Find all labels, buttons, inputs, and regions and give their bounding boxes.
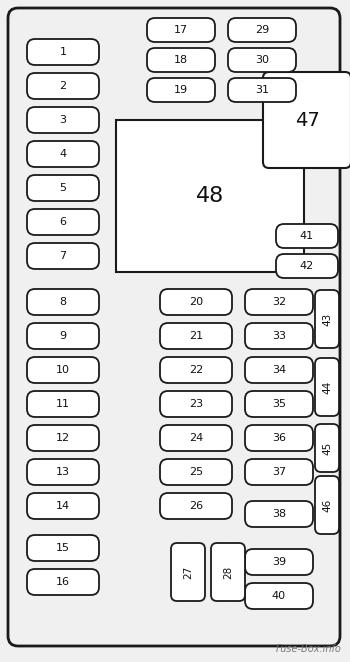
FancyBboxPatch shape [245, 459, 313, 485]
FancyBboxPatch shape [160, 425, 232, 451]
FancyBboxPatch shape [27, 243, 99, 269]
FancyBboxPatch shape [171, 543, 205, 601]
Text: 20: 20 [189, 297, 203, 307]
FancyBboxPatch shape [27, 569, 99, 595]
Text: 44: 44 [322, 381, 332, 394]
Text: 24: 24 [189, 433, 203, 443]
Text: 47: 47 [295, 111, 319, 130]
Text: Fuse-Box.info: Fuse-Box.info [276, 644, 342, 654]
FancyBboxPatch shape [315, 424, 339, 472]
Text: 30: 30 [255, 55, 269, 65]
FancyBboxPatch shape [27, 459, 99, 485]
Text: 36: 36 [272, 433, 286, 443]
Text: 4: 4 [60, 149, 66, 159]
Text: 34: 34 [272, 365, 286, 375]
FancyBboxPatch shape [245, 391, 313, 417]
Text: 14: 14 [56, 501, 70, 511]
FancyBboxPatch shape [27, 107, 99, 133]
Text: 41: 41 [300, 231, 314, 241]
Text: 37: 37 [272, 467, 286, 477]
Text: 13: 13 [56, 467, 70, 477]
FancyBboxPatch shape [245, 583, 313, 609]
FancyBboxPatch shape [160, 357, 232, 383]
FancyBboxPatch shape [211, 543, 245, 601]
Text: 19: 19 [174, 85, 188, 95]
FancyBboxPatch shape [27, 535, 99, 561]
FancyBboxPatch shape [276, 224, 338, 248]
Bar [116, 120, 304, 272]
FancyBboxPatch shape [160, 493, 232, 519]
FancyBboxPatch shape [8, 8, 340, 646]
Text: 35: 35 [272, 399, 286, 409]
FancyBboxPatch shape [315, 358, 339, 416]
FancyBboxPatch shape [245, 501, 313, 527]
Text: 45: 45 [322, 442, 332, 455]
Text: 46: 46 [322, 498, 332, 512]
FancyBboxPatch shape [263, 72, 350, 168]
Text: 10: 10 [56, 365, 70, 375]
FancyBboxPatch shape [27, 141, 99, 167]
Text: 23: 23 [189, 399, 203, 409]
FancyBboxPatch shape [160, 459, 232, 485]
Text: 32: 32 [272, 297, 286, 307]
FancyBboxPatch shape [27, 323, 99, 349]
Text: 43: 43 [322, 312, 332, 326]
Text: 29: 29 [255, 25, 269, 35]
Text: 27: 27 [183, 565, 193, 579]
Text: 21: 21 [189, 331, 203, 341]
FancyBboxPatch shape [27, 73, 99, 99]
FancyBboxPatch shape [245, 289, 313, 315]
Text: 8: 8 [60, 297, 66, 307]
Text: 31: 31 [255, 85, 269, 95]
FancyBboxPatch shape [27, 209, 99, 235]
FancyBboxPatch shape [228, 78, 296, 102]
FancyBboxPatch shape [27, 289, 99, 315]
Text: 39: 39 [272, 557, 286, 567]
FancyBboxPatch shape [315, 476, 339, 534]
Text: 42: 42 [300, 261, 314, 271]
FancyBboxPatch shape [147, 48, 215, 72]
Text: 3: 3 [60, 115, 66, 125]
FancyBboxPatch shape [27, 493, 99, 519]
Text: 16: 16 [56, 577, 70, 587]
FancyBboxPatch shape [160, 391, 232, 417]
Text: 26: 26 [189, 501, 203, 511]
FancyBboxPatch shape [147, 78, 215, 102]
Text: 12: 12 [56, 433, 70, 443]
FancyBboxPatch shape [245, 323, 313, 349]
Text: 40: 40 [272, 591, 286, 601]
FancyBboxPatch shape [276, 254, 338, 278]
Text: 17: 17 [174, 25, 188, 35]
FancyBboxPatch shape [228, 18, 296, 42]
FancyBboxPatch shape [27, 39, 99, 65]
FancyBboxPatch shape [27, 357, 99, 383]
Text: 15: 15 [56, 543, 70, 553]
FancyBboxPatch shape [245, 357, 313, 383]
FancyBboxPatch shape [27, 425, 99, 451]
Text: 1: 1 [60, 47, 66, 57]
FancyBboxPatch shape [245, 425, 313, 451]
FancyBboxPatch shape [228, 48, 296, 72]
Text: 22: 22 [189, 365, 203, 375]
Text: 48: 48 [196, 186, 224, 206]
Text: 33: 33 [272, 331, 286, 341]
FancyBboxPatch shape [160, 289, 232, 315]
Text: 25: 25 [189, 467, 203, 477]
FancyBboxPatch shape [27, 391, 99, 417]
FancyBboxPatch shape [160, 323, 232, 349]
Text: 28: 28 [223, 565, 233, 579]
Text: 7: 7 [60, 251, 66, 261]
FancyBboxPatch shape [245, 549, 313, 575]
Text: 2: 2 [60, 81, 66, 91]
FancyBboxPatch shape [315, 290, 339, 348]
Text: 5: 5 [60, 183, 66, 193]
Text: 6: 6 [60, 217, 66, 227]
Text: 9: 9 [60, 331, 66, 341]
Text: 38: 38 [272, 509, 286, 519]
FancyBboxPatch shape [147, 18, 215, 42]
FancyBboxPatch shape [27, 175, 99, 201]
Text: 18: 18 [174, 55, 188, 65]
Text: 11: 11 [56, 399, 70, 409]
